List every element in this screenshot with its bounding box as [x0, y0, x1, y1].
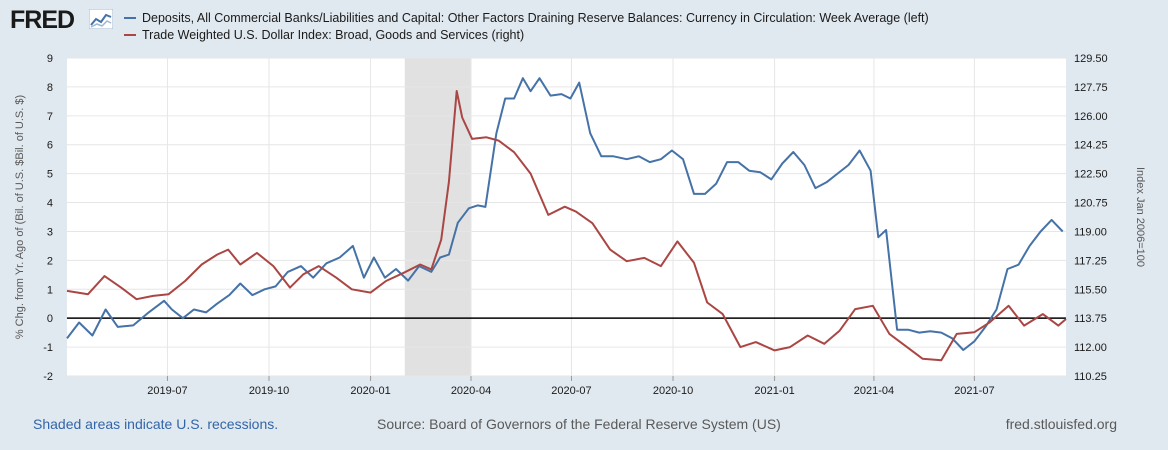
y-right-tick-label: 110.25	[1074, 371, 1107, 383]
legend-label-left: Deposits, All Commercial Banks/Liabiliti…	[142, 10, 929, 25]
x-tick-label: 2019-10	[249, 385, 289, 397]
y-right-tick-label: 115.50	[1074, 284, 1107, 296]
x-tick-label: 2020-10	[653, 385, 693, 397]
y-left-tick-label: 3	[47, 226, 53, 238]
y-right-tick-label: 129.50	[1074, 53, 1108, 65]
y-left-tick-label: 1	[47, 284, 53, 296]
y-right-tick-label: 127.75	[1074, 82, 1108, 94]
y-left-tick-label: 4	[47, 198, 53, 210]
x-axis-ticks: 2019-07 2019-10 2020-01 2020-04 2020-07 2020-…	[147, 376, 995, 397]
y-left-tick-label: 2	[47, 255, 53, 267]
y-right-tick-label: 119.00	[1074, 226, 1107, 238]
legend-label-right: Trade Weighted U.S. Dollar Index: Broad,…	[142, 27, 525, 42]
y-right-tick-label: 113.75	[1074, 313, 1107, 325]
y-left-tick-label: 6	[47, 140, 53, 152]
source-text: Source: Board of Governors of the Federa…	[377, 416, 781, 432]
chart-line-icon	[89, 9, 113, 29]
y-right-tick-label: 112.00	[1074, 342, 1107, 354]
recession-note-link[interactable]: Shaded areas indicate U.S. recessions.	[33, 416, 279, 432]
fred-logo[interactable]: FRED	[10, 6, 75, 34]
y-left-tick-label: 5	[47, 169, 53, 181]
x-tick-label: 2021-04	[854, 385, 894, 397]
plot-background	[67, 58, 1066, 376]
y-left-tick-label: 0	[47, 313, 53, 325]
right-axis-ticks: 110.25 112.00 113.75 115.50 117.25 119.00 120.…	[1074, 53, 1108, 383]
y-left-tick-label: 9	[47, 53, 53, 65]
series-layer	[66, 77, 1067, 362]
legend: Deposits, All Commercial Banks/Liabiliti…	[124, 9, 929, 43]
y-left-axis-label: % Chg. from Yr. Ago of (Bil. of U.S. $Bi…	[14, 95, 26, 339]
x-tick-label: 2020-04	[451, 385, 491, 397]
x-tick-label: 2019-07	[147, 385, 187, 397]
legend-item-left[interactable]: Deposits, All Commercial Banks/Liabiliti…	[124, 9, 929, 26]
y-right-tick-label: 117.25	[1074, 255, 1107, 267]
y-right-tick-label: 120.75	[1074, 198, 1108, 210]
left-axis-ticks: -2 -1 0 1 2 3 4 5 6 7 8 9	[43, 53, 53, 383]
y-left-tick-label: 7	[47, 111, 53, 123]
y-right-axis-label: Index Jan 2006=100	[1134, 167, 1146, 267]
y-right-tick-label: 126.00	[1074, 111, 1108, 123]
x-tick-label: 2021-07	[954, 385, 994, 397]
x-tick-label: 2021-01	[754, 385, 794, 397]
legend-swatch-right	[124, 33, 136, 36]
legend-swatch-left	[124, 16, 136, 19]
x-tick-label: 2020-01	[350, 385, 390, 397]
legend-item-right[interactable]: Trade Weighted U.S. Dollar Index: Broad,…	[124, 26, 929, 43]
header: FRED Deposits, All Commercial Banks/Liab…	[0, 0, 1168, 52]
x-tick-label: 2020-07	[551, 385, 591, 397]
y-right-tick-label: 124.25	[1074, 140, 1108, 152]
site-link[interactable]: fred.stlouisfed.org	[1005, 416, 1117, 432]
y-left-tick-label: 8	[47, 82, 53, 94]
series-line-dollar-index	[66, 90, 1067, 362]
y-left-tick-label: -2	[43, 371, 53, 383]
y-left-tick-label: -1	[43, 342, 53, 354]
series-line-currency	[66, 77, 1064, 351]
y-right-tick-label: 122.50	[1074, 169, 1108, 181]
